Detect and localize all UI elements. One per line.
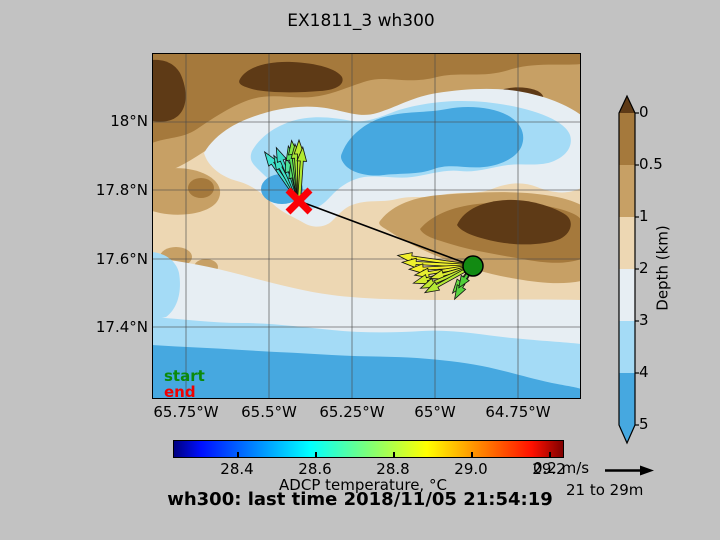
map-border bbox=[152, 53, 581, 399]
ytick-18n: 18°N bbox=[110, 112, 148, 130]
temp-cb-tickmark-28-6 bbox=[315, 452, 317, 457]
status-text: wh300: last time 2018/11/05 21:54:19 bbox=[167, 489, 553, 510]
temp-tick-28-8: 28.8 bbox=[376, 460, 410, 478]
xtick-65w: 65°W bbox=[414, 403, 456, 421]
xtick-65-25w: 65.25°W bbox=[319, 403, 385, 421]
temp-cb-tickmark-29-0 bbox=[471, 452, 473, 457]
bathymetry-map bbox=[152, 53, 581, 399]
depth-tick-1: 1 bbox=[639, 207, 649, 225]
legend-end-label: end bbox=[164, 383, 196, 401]
depth-cb-extend-top bbox=[619, 96, 635, 113]
depth-tick-0: 0 bbox=[639, 103, 649, 121]
bathy-dark-topleft bbox=[152, 59, 186, 122]
grid-lines bbox=[152, 53, 581, 399]
depth-tick-4: 4 bbox=[639, 363, 649, 381]
depth-cb-ticks bbox=[635, 112, 639, 426]
depth-cb-seg-3-4 bbox=[619, 321, 635, 373]
temp-cb-tickmark-28-8 bbox=[393, 452, 395, 457]
depth-colorbar-axis-label: Depth (km) bbox=[654, 225, 672, 311]
xtick-65-5w: 65.5°W bbox=[241, 403, 297, 421]
depth-cb-seg-05-1 bbox=[619, 165, 635, 217]
ytick-17-4n: 17.4°N bbox=[95, 318, 148, 336]
xtick-64-75w: 64.75°W bbox=[485, 403, 551, 421]
depth-tick-2: 2 bbox=[639, 259, 649, 277]
bathy-hill-dark bbox=[457, 199, 571, 245]
reference-speed-label: 0.2 m/s bbox=[533, 459, 590, 477]
depth-cb-seg-1-2 bbox=[619, 217, 635, 269]
temp-tick-29-2: 29.2 bbox=[532, 460, 566, 478]
bathy-bottom-blue bbox=[152, 345, 581, 399]
temp-cb-tickmark-29-2 bbox=[549, 452, 551, 457]
temp-tick-29-0: 29.0 bbox=[454, 460, 488, 478]
depth-cb-extend-bottom bbox=[619, 425, 635, 443]
reference-arrow-icon bbox=[604, 464, 656, 477]
quiver-arrows-end bbox=[263, 138, 308, 203]
depth-tick-3: 3 bbox=[639, 311, 649, 329]
ship-track-line bbox=[298, 200, 474, 267]
temp-colorbar-gradient bbox=[173, 440, 564, 458]
bathy-left-tan-core bbox=[188, 178, 214, 198]
bathy-core-blue bbox=[341, 107, 524, 176]
ytick-17-8n: 17.8°N bbox=[95, 181, 148, 199]
depth-colorbar-svg bbox=[618, 94, 639, 445]
ytick-17-6n: 17.6°N bbox=[95, 250, 148, 268]
xtick-65-75w: 65.75°W bbox=[153, 403, 219, 421]
temp-colorbar-axis-label: ADCP temperature, °C bbox=[279, 476, 447, 494]
plot-title: EX1811_3 wh300 bbox=[287, 11, 435, 31]
bathy-dark-topcenter bbox=[239, 61, 343, 93]
reference-depth-range-label: 21 to 29m bbox=[566, 481, 644, 499]
depth-colorbar bbox=[615, 90, 641, 448]
temp-tick-28-4: 28.4 bbox=[220, 460, 254, 478]
legend-start-label: start bbox=[164, 367, 205, 385]
depth-cb-seg-4-5 bbox=[619, 373, 635, 425]
start-position-circle-marker bbox=[462, 255, 484, 277]
depth-cb-seg-2-3 bbox=[619, 269, 635, 321]
map-axes bbox=[152, 53, 581, 399]
end-position-x-marker bbox=[285, 187, 313, 215]
bathy-left-tongue bbox=[152, 252, 180, 320]
temp-cb-tickmark-28-4 bbox=[237, 452, 239, 457]
depth-cb-seg-0-05 bbox=[619, 113, 635, 165]
depth-tick-05: 0.5 bbox=[639, 155, 663, 173]
reference-arrow-svg bbox=[605, 465, 654, 476]
temp-tick-28-6: 28.6 bbox=[298, 460, 332, 478]
depth-tick-5: 5 bbox=[639, 415, 649, 433]
